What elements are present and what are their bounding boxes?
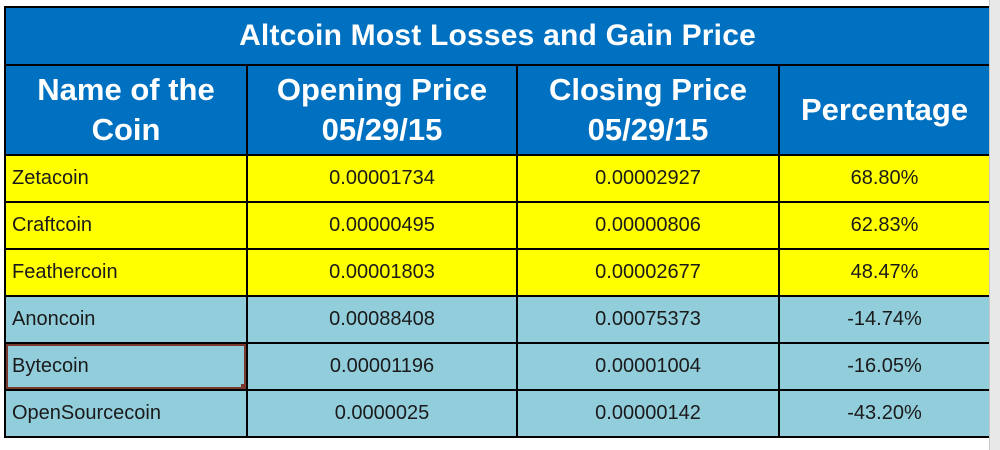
percentage-cell[interactable]: 48.47% bbox=[777, 248, 992, 297]
coin-name-cell[interactable]: Feathercoin bbox=[4, 248, 248, 297]
coin-name-cell[interactable]: Anoncoin bbox=[4, 295, 248, 344]
table-row: Bytecoin 0.00001196 0.00001004 -16.05% bbox=[4, 342, 992, 391]
opening-price-cell[interactable]: 0.00088408 bbox=[246, 295, 518, 344]
header-opening-cell[interactable]: Opening Price 05/29/15 bbox=[246, 64, 518, 156]
closing-price-cell[interactable]: 0.00002677 bbox=[516, 248, 780, 297]
vertical-scrollbar[interactable] bbox=[989, 0, 1000, 450]
header-opening-line1: Opening Price bbox=[276, 72, 488, 107]
header-opening-line2: 05/29/15 bbox=[321, 112, 443, 147]
coin-name-cell[interactable]: OpenSourcecoin bbox=[4, 389, 248, 438]
header-closing-cell[interactable]: Closing Price 05/29/15 bbox=[516, 64, 780, 156]
opening-price-cell[interactable]: 0.00001734 bbox=[246, 154, 518, 203]
header-row: Name of the Coin Opening Price 05/29/15 … bbox=[4, 64, 992, 156]
header-percentage-cell[interactable]: Percentage bbox=[777, 64, 992, 156]
opening-price-cell[interactable]: 0.0000025 bbox=[246, 389, 518, 438]
title-row: Altcoin Most Losses and Gain Price bbox=[3, 6, 992, 66]
table-title[interactable]: Altcoin Most Losses and Gain Price bbox=[3, 6, 992, 66]
header-name-cell[interactable]: Name of the Coin bbox=[4, 64, 248, 156]
table-row: OpenSourcecoin 0.0000025 0.00000142 -43.… bbox=[4, 389, 992, 438]
fill-handle[interactable] bbox=[241, 384, 245, 388]
table-row: Craftcoin 0.00000495 0.00000806 62.83% bbox=[4, 201, 992, 250]
closing-price-cell[interactable]: 0.00000806 bbox=[516, 201, 780, 250]
table-row: Zetacoin 0.00001734 0.00002927 68.80% bbox=[4, 154, 992, 203]
table-row: Feathercoin 0.00001803 0.00002677 48.47% bbox=[4, 248, 992, 297]
opening-price-cell[interactable]: 0.00001803 bbox=[246, 248, 518, 297]
closing-price-cell[interactable]: 0.00000142 bbox=[516, 389, 780, 438]
percentage-cell[interactable]: -16.05% bbox=[777, 342, 992, 391]
opening-price-cell[interactable]: 0.00001196 bbox=[246, 342, 518, 391]
header-closing-line2: 05/29/15 bbox=[587, 112, 709, 147]
header-name-line2: Coin bbox=[91, 112, 161, 147]
header-name-line1: Name of the bbox=[37, 72, 215, 107]
percentage-cell[interactable]: 68.80% bbox=[777, 154, 992, 203]
closing-price-cell[interactable]: 0.00001004 bbox=[516, 342, 780, 391]
coin-name-text: Bytecoin bbox=[12, 355, 89, 377]
percentage-cell[interactable]: -14.74% bbox=[777, 295, 992, 344]
coin-name-cell[interactable]: Zetacoin bbox=[4, 154, 248, 203]
header-closing-line1: Closing Price bbox=[548, 72, 748, 107]
closing-price-cell[interactable]: 0.00075373 bbox=[516, 295, 780, 344]
percentage-cell[interactable]: -43.20% bbox=[777, 389, 992, 438]
opening-price-cell[interactable]: 0.00000495 bbox=[246, 201, 518, 250]
coin-name-cell-selected[interactable]: Bytecoin bbox=[4, 342, 248, 391]
table-row: Anoncoin 0.00088408 0.00075373 -14.74% bbox=[4, 295, 992, 344]
percentage-cell[interactable]: 62.83% bbox=[777, 201, 992, 250]
closing-price-cell[interactable]: 0.00002927 bbox=[516, 154, 780, 203]
coin-name-cell[interactable]: Craftcoin bbox=[4, 201, 248, 250]
coin-table: Altcoin Most Losses and Gain Price Name … bbox=[3, 6, 992, 438]
